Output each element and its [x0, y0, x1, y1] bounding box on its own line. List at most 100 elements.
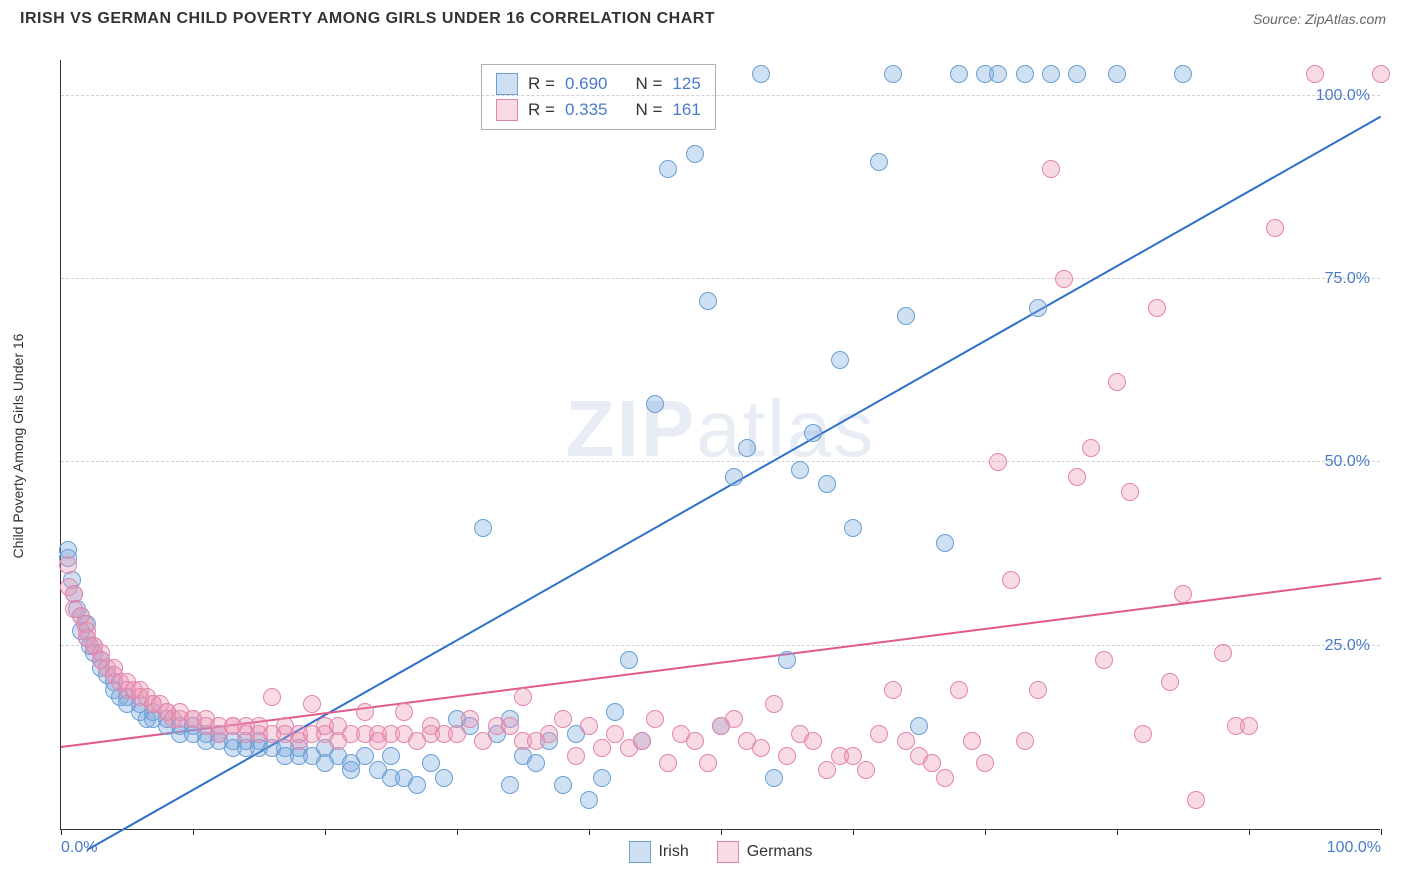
x-tick — [193, 829, 194, 835]
legend-swatch-irish — [628, 841, 650, 863]
data-point — [1055, 270, 1073, 288]
data-point — [818, 475, 836, 493]
data-point — [778, 747, 796, 765]
data-point — [950, 681, 968, 699]
data-point — [1002, 571, 1020, 589]
legend-item-irish: Irish — [628, 841, 688, 863]
correlation-stats-box: R = 0.690 N = 125 R = 0.335 N = 161 — [481, 64, 716, 130]
legend-item-germans: Germans — [717, 841, 813, 863]
gridline — [61, 645, 1380, 646]
data-point — [659, 160, 677, 178]
data-point — [752, 739, 770, 757]
stats-r-value: 0.690 — [565, 74, 608, 94]
data-point — [884, 65, 902, 83]
data-point — [1016, 65, 1034, 83]
data-point — [356, 747, 374, 765]
data-point — [527, 754, 545, 772]
data-point — [448, 725, 466, 743]
x-tick — [589, 829, 590, 835]
y-tick-label: 75.0% — [1325, 270, 1370, 288]
data-point — [408, 776, 426, 794]
data-point — [593, 769, 611, 787]
data-point — [765, 695, 783, 713]
data-point — [646, 395, 664, 413]
data-point — [725, 710, 743, 728]
x-tick — [61, 829, 62, 835]
data-point — [580, 717, 598, 735]
data-point — [686, 732, 704, 750]
data-point — [1108, 373, 1126, 391]
x-tick — [721, 829, 722, 835]
x-tick — [457, 829, 458, 835]
data-point — [725, 468, 743, 486]
data-point — [778, 651, 796, 669]
source-credit: Source: ZipAtlas.com — [1253, 11, 1386, 27]
data-point — [1029, 681, 1047, 699]
data-point — [422, 754, 440, 772]
data-point — [356, 703, 374, 721]
data-point — [435, 769, 453, 787]
data-point — [474, 519, 492, 537]
data-point — [59, 556, 77, 574]
data-point — [1266, 219, 1284, 237]
chart-header: IRISH VS GERMAN CHILD POVERTY AMONG GIRL… — [0, 0, 1406, 36]
data-point — [686, 145, 704, 163]
data-point — [1068, 65, 1086, 83]
data-point — [593, 739, 611, 757]
data-point — [554, 710, 572, 728]
data-point — [936, 534, 954, 552]
x-tick — [325, 829, 326, 835]
x-tick — [985, 829, 986, 835]
data-point — [263, 688, 281, 706]
y-axis-label: Child Poverty Among Girls Under 16 — [10, 334, 26, 559]
data-point — [1082, 439, 1100, 457]
data-point — [804, 732, 822, 750]
legend-label: Germans — [747, 843, 813, 861]
data-point — [1161, 673, 1179, 691]
data-point — [804, 424, 822, 442]
data-point — [501, 717, 519, 735]
source-name: ZipAtlas.com — [1305, 11, 1386, 27]
data-point — [699, 292, 717, 310]
stats-r-label: R = — [528, 100, 555, 120]
data-point — [606, 703, 624, 721]
data-point — [501, 776, 519, 794]
x-tick — [1117, 829, 1118, 835]
scatter-chart: ZIPatlas R = 0.690 N = 125 R = 0.335 N =… — [60, 60, 1380, 830]
gridline — [61, 95, 1380, 96]
gridline — [61, 461, 1380, 462]
data-point — [897, 732, 915, 750]
data-point — [1187, 791, 1205, 809]
data-point — [1029, 299, 1047, 317]
data-point — [963, 732, 981, 750]
legend-swatch-germans — [717, 841, 739, 863]
gridline — [61, 278, 1380, 279]
stats-n-value: 161 — [672, 100, 700, 120]
data-point — [950, 65, 968, 83]
data-point — [910, 717, 928, 735]
stats-r-label: R = — [528, 74, 555, 94]
x-tick-label: 100.0% — [1327, 839, 1381, 857]
data-point — [976, 754, 994, 772]
data-point — [1148, 299, 1166, 317]
data-point — [1042, 160, 1060, 178]
data-point — [633, 732, 651, 750]
data-point — [1042, 65, 1060, 83]
data-point — [844, 747, 862, 765]
x-tick — [1381, 829, 1382, 835]
stats-n-label: N = — [635, 100, 662, 120]
stats-n-value: 125 — [672, 74, 700, 94]
data-point — [646, 710, 664, 728]
data-point — [554, 776, 572, 794]
data-point — [923, 754, 941, 772]
data-point — [382, 747, 400, 765]
data-point — [870, 725, 888, 743]
watermark-bold: ZIP — [566, 384, 696, 473]
data-point — [884, 681, 902, 699]
data-point — [857, 761, 875, 779]
data-point — [1068, 468, 1086, 486]
stats-swatch-irish — [496, 73, 518, 95]
data-point — [989, 453, 1007, 471]
data-point — [606, 725, 624, 743]
data-point — [1240, 717, 1258, 735]
